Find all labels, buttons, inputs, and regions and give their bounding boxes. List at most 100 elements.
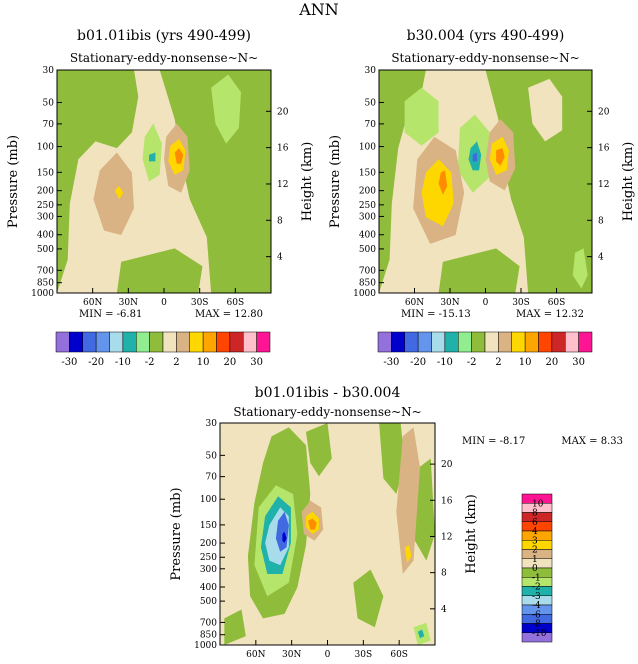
- colorbar-swatch: [551, 331, 566, 353]
- height-tick-label: 4: [277, 253, 283, 263]
- colorbar-swatch: [458, 331, 472, 353]
- x-tick-label: 30N: [440, 298, 459, 308]
- y-tick-label: 850: [200, 631, 217, 641]
- y-tick-label: 850: [359, 279, 376, 289]
- y-tick-label: 500: [359, 245, 376, 255]
- colorbar-swatch: [431, 331, 446, 353]
- height-axis-label: Height (km): [621, 142, 636, 222]
- y-tick-label: 500: [200, 597, 217, 607]
- colorbar-label: -2: [532, 583, 541, 593]
- contour-region-olive-1: [306, 423, 332, 477]
- y-tick-label: 850: [37, 279, 54, 289]
- colorbar-swatch: [176, 331, 190, 353]
- colorbar-label: -4: [532, 601, 541, 611]
- height-tick-label: 4: [598, 253, 604, 263]
- y-tick-label: 700: [359, 266, 376, 276]
- contour-region-brown-5: [93, 152, 134, 235]
- x-tick-label: 60N: [405, 298, 424, 308]
- colorbar-swatch: [404, 331, 419, 353]
- min-value-label: MIN = -8.17: [462, 436, 525, 447]
- height-tick-label: 16: [277, 144, 289, 154]
- colorbar-label: -10: [532, 629, 547, 639]
- height-tick-label: 16: [441, 496, 453, 506]
- colorbar-swatch: [391, 331, 405, 353]
- colorbar-label: 10: [197, 357, 210, 368]
- colorbar-swatch: [538, 331, 553, 353]
- colorbar-swatch: [578, 331, 593, 353]
- colorbar-label: 10: [532, 499, 544, 509]
- colorbar-label: 2: [173, 357, 179, 368]
- x-tick-label: 60S: [548, 298, 566, 308]
- colorbar-label: -6: [532, 610, 541, 620]
- max-value-label: MAX = 8.33: [561, 436, 623, 447]
- colorbar-label: 10: [519, 357, 532, 368]
- colorbar-swatch: [95, 331, 110, 353]
- x-tick-label: 0: [325, 650, 331, 660]
- colorbar-label: -30: [383, 357, 399, 368]
- contour-region-olive-3: [413, 458, 435, 561]
- colorbar-label: -20: [88, 357, 104, 368]
- x-tick-label: 60S: [227, 298, 245, 308]
- y-tick-label: 100: [359, 143, 376, 153]
- panel-title: b30.004 (yrs 490-499): [407, 28, 565, 44]
- y-tick-label: 30: [43, 66, 55, 76]
- y-tick-label: 50: [365, 98, 377, 108]
- y-tick-label: 200: [359, 187, 376, 197]
- y-tick-label: 70: [365, 120, 377, 130]
- panel-title: b01.01ibis (yrs 490-499): [77, 28, 251, 44]
- y-tick-label: 100: [200, 495, 217, 505]
- colorbar-label: -20: [410, 357, 426, 368]
- colorbar-swatch: [229, 331, 244, 353]
- chart-panel-3: b01.01ibis - b30.004 Stationary-eddy-nons…: [169, 385, 623, 660]
- colorbar-label: -10: [437, 357, 453, 368]
- colorbar-swatch: [484, 331, 499, 353]
- y-tick-label: 700: [200, 618, 217, 628]
- colorbar-swatch: [162, 331, 177, 353]
- x-tick-label: 0: [161, 298, 167, 308]
- contour-region-olive-0: [57, 70, 139, 293]
- contour-fills: [57, 70, 271, 293]
- max-value-label: MAX = 12.80: [195, 309, 263, 320]
- colorbar-swatch: [511, 331, 526, 353]
- y-tick-label: 200: [200, 539, 217, 549]
- colorbar-label: 20: [546, 357, 559, 368]
- contour-region-olive-1: [485, 70, 592, 293]
- contour-region-olive-5: [224, 609, 246, 645]
- colorbar-swatch: [136, 331, 150, 353]
- colorbar-label: 4: [532, 527, 538, 537]
- colorbar-label: -10: [115, 357, 131, 368]
- y-tick-label: 300: [359, 212, 376, 222]
- colorbar-label: 3: [532, 536, 538, 546]
- colorbar-swatch: [417, 331, 432, 353]
- contour-region-blue-13: [472, 152, 477, 162]
- y-tick-label: 700: [37, 266, 54, 276]
- colorbar-swatch: [243, 331, 257, 353]
- colorbar-swatch: [149, 331, 164, 353]
- y-tick-label: 1000: [194, 641, 217, 651]
- colorbar-label: 8: [532, 509, 538, 519]
- height-tick-label: 12: [441, 532, 452, 542]
- colorbar-swatch: [256, 331, 271, 353]
- colorbar-label: 0: [532, 564, 538, 574]
- height-tick-label: 12: [277, 180, 288, 190]
- colorbar-swatch: [377, 331, 392, 353]
- colorbar-swatch: [189, 331, 204, 353]
- colorbar-swatch: [444, 331, 459, 353]
- contour-region-olive-2: [116, 248, 203, 293]
- chart-panel-1: b01.01ibis (yrs 490-499) Stationary-eddy-…: [6, 28, 315, 320]
- panel-subtitle: Stationary-eddy-nonsense~N~: [233, 405, 421, 419]
- colorbar-swatch: [524, 331, 539, 353]
- colorbar-label: -2: [145, 357, 155, 368]
- y-tick-label: 70: [43, 120, 55, 130]
- contour-region-brown-14: [396, 427, 420, 574]
- height-tick-label: 8: [277, 216, 283, 226]
- y-tick-label: 50: [206, 451, 218, 461]
- colorbar-swatch: [471, 331, 486, 353]
- y-tick-label: 150: [200, 521, 217, 531]
- colorbar-label: 20: [224, 357, 237, 368]
- height-tick-label: 20: [441, 460, 453, 470]
- contour-region-orange-13: [308, 518, 317, 530]
- contour-region-orange-8: [174, 148, 184, 164]
- colorbar-label: -8: [532, 620, 541, 630]
- contour-region-blue-9: [275, 511, 289, 552]
